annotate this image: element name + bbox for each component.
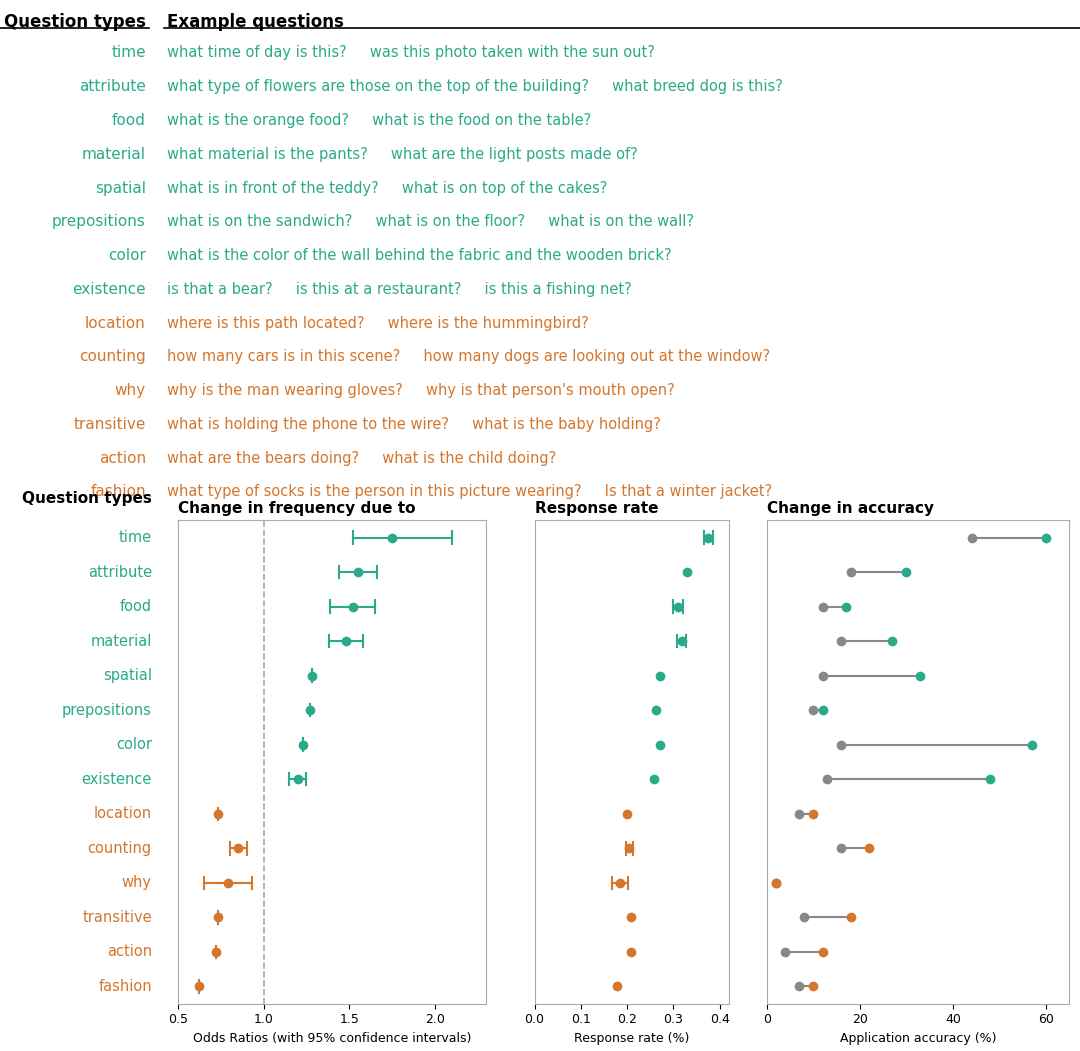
Text: what is in front of the teddy?     what is on top of the cakes?: what is in front of the teddy? what is o… (167, 181, 608, 195)
X-axis label: Response rate (%): Response rate (%) (575, 1032, 689, 1045)
Text: counting: counting (79, 349, 146, 365)
Text: what material is the pants?     what are the light posts made of?: what material is the pants? what are the… (167, 147, 638, 162)
Text: transitive: transitive (82, 910, 152, 925)
Text: Change in accuracy: Change in accuracy (767, 501, 934, 516)
Text: transitive: transitive (73, 417, 146, 432)
Text: Question types: Question types (22, 491, 152, 506)
Text: what are the bears doing?     what is the child doing?: what are the bears doing? what is the ch… (167, 451, 556, 466)
Text: counting: counting (87, 841, 152, 856)
Text: how many cars is in this scene?     how many dogs are looking out at the window?: how many cars is in this scene? how many… (167, 349, 770, 365)
Text: attribute: attribute (87, 564, 152, 579)
Text: what is on the sandwich?     what is on the floor?     what is on the wall?: what is on the sandwich? what is on the … (167, 214, 694, 229)
Text: why: why (122, 875, 152, 890)
Text: action: action (98, 451, 146, 466)
X-axis label: Odds Ratios (with 95% confidence intervals): Odds Ratios (with 95% confidence interva… (193, 1032, 471, 1045)
Text: material: material (91, 634, 152, 648)
Text: where is this path located?     where is the hummingbird?: where is this path located? where is the… (167, 315, 590, 331)
Text: what type of flowers are those on the top of the building?     what breed dog is: what type of flowers are those on the to… (167, 79, 783, 95)
Text: attribute: attribute (79, 79, 146, 95)
Text: location: location (85, 315, 146, 331)
Text: food: food (112, 114, 146, 128)
Text: color: color (108, 248, 146, 263)
Text: Change in frequency due to: Change in frequency due to (178, 501, 416, 516)
Text: material: material (82, 147, 146, 162)
Text: action: action (107, 945, 152, 960)
Text: why is the man wearing gloves?     why is that person's mouth open?: why is the man wearing gloves? why is th… (167, 383, 675, 398)
Text: prepositions: prepositions (62, 703, 152, 718)
Text: Response rate: Response rate (535, 501, 658, 516)
X-axis label: Application accuracy (%): Application accuracy (%) (840, 1032, 996, 1045)
Text: color: color (116, 737, 152, 753)
Text: spatial: spatial (103, 668, 152, 683)
Text: what type of socks is the person in this picture wearing?     Is that a winter j: what type of socks is the person in this… (167, 485, 772, 499)
Text: fashion: fashion (90, 485, 146, 499)
Text: is that a bear?     is this at a restaurant?     is this a fishing net?: is that a bear? is this at a restaurant?… (167, 282, 632, 296)
Text: prepositions: prepositions (52, 214, 146, 229)
Text: what is the orange food?     what is the food on the table?: what is the orange food? what is the foo… (167, 114, 592, 128)
Text: fashion: fashion (98, 978, 152, 994)
Text: what time of day is this?     was this photo taken with the sun out?: what time of day is this? was this photo… (167, 45, 656, 61)
Text: what is the color of the wall behind the fabric and the wooden brick?: what is the color of the wall behind the… (167, 248, 672, 263)
Text: what is holding the phone to the wire?     what is the baby holding?: what is holding the phone to the wire? w… (167, 417, 661, 432)
Text: Example questions: Example questions (167, 13, 345, 30)
Text: time: time (119, 530, 152, 545)
Text: Question types: Question types (4, 13, 146, 30)
Text: existence: existence (72, 282, 146, 296)
Text: spatial: spatial (95, 181, 146, 195)
Text: food: food (120, 599, 152, 614)
Text: why: why (114, 383, 146, 398)
Text: location: location (94, 806, 152, 821)
Text: existence: existence (81, 771, 152, 787)
Text: time: time (111, 45, 146, 61)
